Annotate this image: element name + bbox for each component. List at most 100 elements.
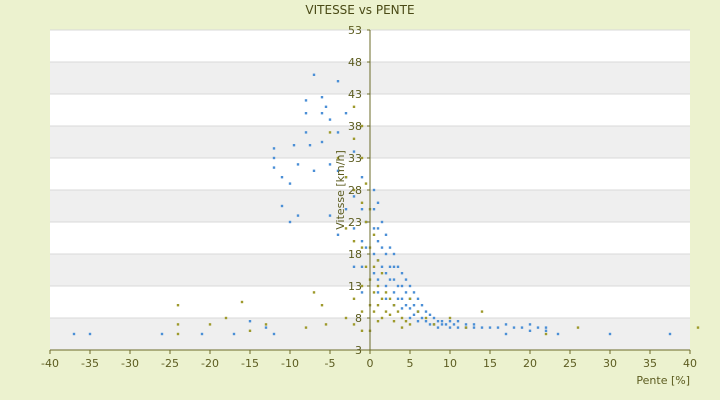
data-point-olive (324, 323, 328, 326)
data-point-olive (380, 316, 384, 320)
data-point-olive (364, 182, 368, 185)
data-point-blue (472, 323, 476, 326)
x-tick-label: 35 (643, 357, 657, 370)
data-point-blue (376, 278, 380, 281)
data-point-blue (544, 326, 548, 329)
data-point-olive (264, 323, 268, 326)
data-point-blue (320, 96, 324, 99)
data-point-blue (464, 323, 468, 326)
data-point-blue (320, 112, 324, 115)
data-point-blue (288, 182, 292, 185)
data-point-olive (360, 246, 364, 249)
data-point-blue (380, 220, 384, 224)
x-tick-label: -20 (201, 357, 219, 370)
data-point-blue (668, 332, 672, 336)
data-point-olive (328, 131, 332, 134)
data-point-olive (208, 323, 212, 326)
data-point-blue (416, 297, 420, 300)
data-point-blue (376, 240, 380, 243)
data-point-olive (360, 156, 364, 160)
data-point-olive (408, 323, 412, 326)
data-point-blue (304, 99, 308, 102)
data-point-olive (320, 304, 324, 307)
data-point-olive (480, 310, 484, 313)
data-point-blue (360, 265, 364, 268)
x-tick-label: 20 (523, 357, 537, 370)
data-point-blue (436, 320, 440, 323)
data-point-olive (544, 332, 548, 336)
data-point-blue (352, 265, 356, 268)
data-point-olive (376, 259, 380, 262)
y-tick-label: 8 (355, 312, 362, 325)
data-point-blue (528, 329, 532, 332)
data-point-blue (472, 326, 476, 329)
data-point-blue (344, 208, 348, 211)
data-point-blue (160, 332, 164, 336)
data-point-blue (440, 320, 444, 323)
data-point-blue (392, 278, 396, 281)
data-point-blue (372, 188, 376, 192)
data-point-olive (344, 176, 348, 179)
data-point-olive (352, 297, 356, 300)
data-point-olive (364, 265, 368, 268)
data-point-olive (360, 310, 364, 313)
data-point-blue (404, 278, 408, 281)
data-point-blue (392, 291, 396, 294)
data-point-blue (352, 150, 356, 153)
data-point-blue (416, 320, 420, 323)
x-tick-label: -15 (241, 357, 259, 370)
data-point-blue (280, 204, 284, 208)
data-point-blue (608, 332, 612, 336)
data-point-blue (436, 326, 440, 329)
data-point-blue (412, 304, 416, 307)
data-point-blue (396, 265, 400, 268)
data-point-blue (304, 131, 308, 134)
data-point-olive (448, 316, 452, 320)
data-point-blue (520, 326, 524, 329)
data-point-blue (404, 304, 408, 307)
data-point-olive (384, 291, 388, 294)
data-point-olive (176, 332, 180, 336)
data-point-blue (480, 326, 484, 329)
y-tick-label: 23 (348, 216, 362, 229)
data-point-blue (296, 214, 300, 217)
data-point-blue (344, 112, 348, 115)
data-point-blue (448, 326, 452, 329)
data-point-blue (280, 176, 284, 179)
data-point-blue (408, 307, 412, 310)
data-point-blue (384, 272, 388, 275)
data-point-olive (352, 240, 356, 243)
x-tick-label: -5 (325, 357, 336, 370)
x-tick-label: 0 (367, 357, 374, 370)
data-point-blue (424, 310, 428, 313)
data-point-olive (372, 310, 376, 313)
data-point-blue (296, 163, 300, 166)
data-point-blue (328, 163, 332, 166)
data-point-olive (360, 201, 364, 204)
data-point-blue (496, 326, 500, 329)
data-point-blue (388, 246, 392, 249)
data-point-blue (384, 297, 388, 300)
data-point-olive (400, 326, 404, 329)
data-point-olive (344, 227, 348, 230)
data-point-blue (272, 147, 276, 150)
data-point-blue (544, 329, 548, 332)
y-tick-label: 33 (348, 152, 362, 165)
data-point-blue (408, 284, 412, 288)
y-tick-label: 18 (348, 248, 362, 261)
data-point-blue (360, 208, 364, 211)
data-point-olive (424, 316, 428, 320)
data-point-blue (352, 195, 356, 198)
data-point-blue (504, 323, 508, 326)
y-tick-label: 28 (348, 184, 362, 197)
data-point-olive (388, 313, 392, 316)
data-point-blue (388, 278, 392, 281)
data-point-blue (200, 332, 204, 336)
x-tick-label: -10 (281, 357, 299, 370)
data-point-olive (576, 326, 580, 329)
data-point-blue (320, 140, 324, 144)
data-point-olive (408, 297, 412, 300)
data-point-blue (272, 156, 276, 160)
data-point-blue (380, 265, 384, 268)
data-point-olive (416, 310, 420, 313)
